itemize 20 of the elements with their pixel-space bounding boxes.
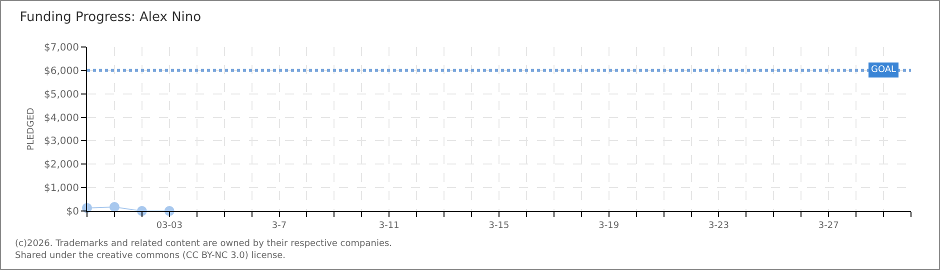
y-tick-label: $7,000 bbox=[44, 42, 79, 54]
y-tick-label: $0 bbox=[66, 206, 79, 218]
x-tick-label: 3-23 bbox=[708, 220, 729, 231]
x-tick-label: 3-27 bbox=[818, 220, 839, 231]
x-tick-label: 3-7 bbox=[272, 220, 287, 231]
x-tick-label: 03-03 bbox=[156, 220, 182, 231]
y-tick-label: $1,000 bbox=[44, 183, 79, 194]
text: (c)2026. Trademarks and related content are owned by their respective companies. bbox=[15, 239, 392, 249]
chart-title: Funding Progress: Alex Nino bbox=[20, 10, 202, 25]
x-tick-label: 3-19 bbox=[598, 220, 620, 231]
y-tick-label: $6,000 bbox=[44, 66, 79, 77]
x-tick-label: 3-11 bbox=[378, 220, 400, 231]
y-tick-label: $3,000 bbox=[44, 136, 79, 148]
y-tick-label: $2,000 bbox=[44, 160, 79, 171]
y-tick-label: $4,000 bbox=[44, 112, 79, 124]
x-tick-label: 3-15 bbox=[488, 220, 510, 231]
ref-line-label: GOAL bbox=[871, 65, 896, 75]
text: Shared under the creative commons (CC BY-NC 3.0) license. bbox=[15, 251, 286, 261]
y-tick-label: $5,000 bbox=[44, 89, 79, 100]
y-axis-title: PLEDGED bbox=[26, 108, 36, 150]
